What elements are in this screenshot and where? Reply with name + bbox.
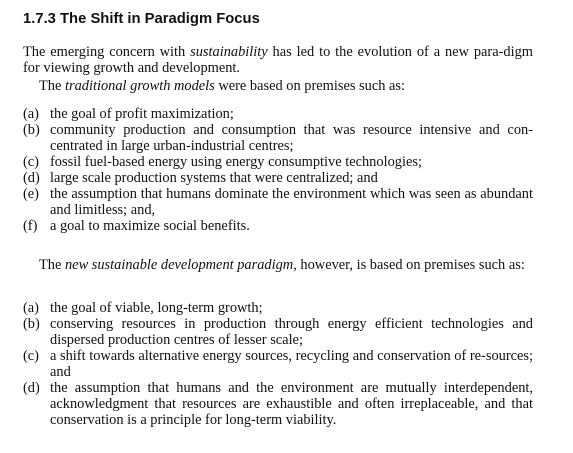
list-item: (f) a goal to maximize social benefits. bbox=[23, 218, 533, 234]
section-heading: 1.7.3 The Shift in Paradigm Focus bbox=[23, 11, 260, 27]
list-item: (a) the goal of profit maximization; bbox=[23, 106, 533, 122]
list-item-text: the assumption that humans dominate the … bbox=[50, 186, 533, 218]
list-marker: (d) bbox=[23, 170, 40, 186]
traditional-models-term: traditional growth models bbox=[64, 78, 215, 94]
list-marker: (e) bbox=[23, 186, 39, 202]
traditional-models-paragraph: The traditional growth models were based… bbox=[39, 78, 405, 94]
list-marker: (f) bbox=[23, 218, 38, 234]
new-paradigm-term: new sustainable development paradigm bbox=[64, 257, 294, 273]
list-item-text: large scale production systems that were… bbox=[50, 170, 378, 186]
list-item: (b) conserving resources in production th… bbox=[23, 316, 533, 348]
list-item: (b) community production and consumption … bbox=[23, 122, 533, 154]
list-marker: (c) bbox=[23, 154, 39, 170]
list-marker: (b) bbox=[23, 316, 40, 332]
list-item-text: a goal to maximize social benefits. bbox=[50, 218, 250, 234]
list-item-text: a shift towards alternative energy sourc… bbox=[50, 348, 533, 380]
list-item-text: the goal of viable, long-term growth; bbox=[50, 300, 263, 316]
list-item-text: community production and consumption tha… bbox=[50, 122, 533, 154]
list-marker: (a) bbox=[23, 106, 39, 122]
sustainability-term: sustainability bbox=[190, 44, 268, 60]
list-item: (c) a shift towards alternative energy so… bbox=[23, 348, 533, 380]
list-marker: (b) bbox=[23, 122, 40, 138]
traditional-premises-list: (a) the goal of profit maximization; (b) c… bbox=[23, 106, 533, 234]
list-item: (d) large scale production systems that w… bbox=[23, 170, 533, 186]
new-premises-list: (a) the goal of viable, long-term growth;… bbox=[23, 300, 533, 428]
intro-paragraph: The emerging concern with sustainability… bbox=[23, 44, 533, 76]
new-paradigm-paragraph: The new sustainable development paradigm… bbox=[39, 257, 525, 273]
list-item: (e) the assumption that humans dominate t… bbox=[23, 186, 533, 218]
list-marker: (c) bbox=[23, 348, 39, 364]
list-marker: (d) bbox=[23, 380, 40, 396]
list-item-text: fossil fuel-based energy using energy co… bbox=[50, 154, 422, 170]
list-item-text: conserving resources in production throu… bbox=[50, 316, 533, 348]
list-item: (d) the assumption that humans and the en… bbox=[23, 380, 533, 428]
list-item: (a) the goal of viable, long-term growth; bbox=[23, 300, 533, 316]
list-item-text: the assumption that humans and the envir… bbox=[50, 380, 533, 428]
list-item-text: the goal of profit maximization; bbox=[50, 106, 234, 122]
list-item: (c) fossil fuel-based energy using energy… bbox=[23, 154, 533, 170]
list-marker: (a) bbox=[23, 300, 39, 316]
